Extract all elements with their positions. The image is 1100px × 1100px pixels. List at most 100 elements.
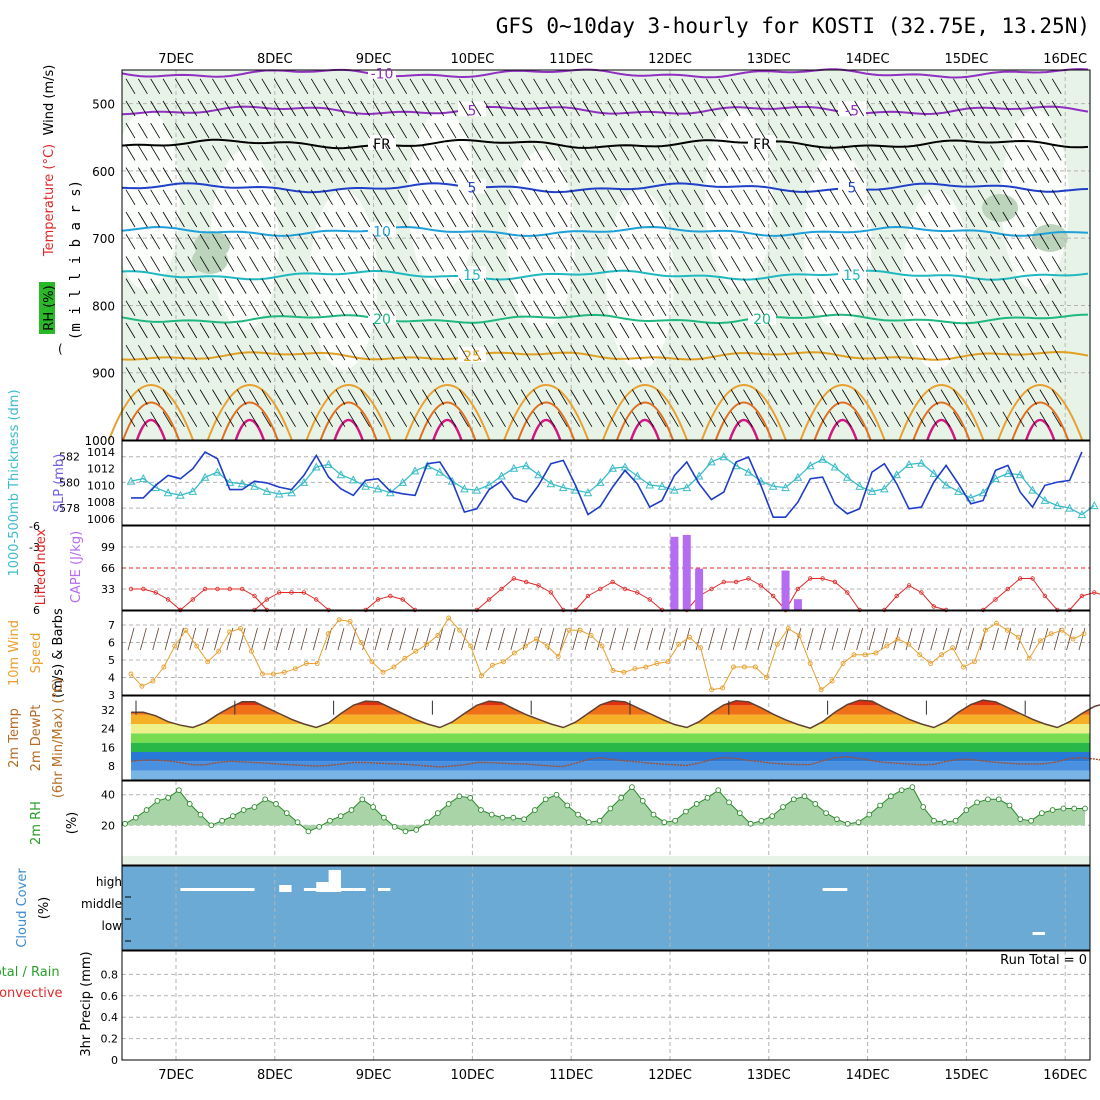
wind-barb: [335, 167, 346, 183]
wind-barb: [335, 78, 346, 95]
surface-wind-barb: [732, 627, 740, 651]
wind-barb: [1051, 145, 1062, 161]
temp-band: [131, 724, 1090, 734]
wind-barb: [545, 278, 556, 294]
wind-barb: [310, 78, 321, 95]
wind-barb: [804, 78, 815, 95]
rh-point: [607, 805, 614, 812]
wind-speed-point: [501, 659, 506, 665]
x-tick-label-bottom: 15DEC: [944, 1068, 988, 1083]
thickness-point: [348, 475, 358, 484]
cape-bar: [781, 570, 790, 610]
thickness-point: [361, 481, 370, 490]
wind-barb: [187, 189, 198, 206]
wind-barb: [273, 300, 284, 317]
wind-barb: [1039, 367, 1050, 383]
rh-tick-label: 40: [101, 789, 115, 802]
wind-barb: [1027, 389, 1037, 405]
thickness-point: [188, 486, 198, 495]
wind-barb: [1039, 389, 1050, 405]
wind-barb: [681, 100, 692, 117]
wind-barb: [891, 167, 902, 183]
thickness-point: [904, 459, 914, 468]
wind-barb: [236, 211, 247, 228]
wind-barb: [940, 411, 951, 428]
wind-barb: [533, 278, 543, 294]
wind-barb: [817, 234, 827, 250]
x-tick-label-bottom: 14DEC: [846, 1068, 890, 1083]
wind-barb: [533, 345, 543, 361]
wind-barb: [187, 367, 198, 383]
lifted-index-point: [598, 586, 603, 592]
cape-tick-label: 33: [101, 583, 115, 596]
rh-point: [866, 811, 873, 818]
wind-barb: [347, 100, 358, 117]
wind-barb: [249, 167, 259, 183]
wind-barb: [422, 100, 432, 117]
wind-barb: [693, 389, 704, 405]
wind-barb: [212, 389, 222, 405]
wind-barb: [162, 145, 173, 161]
wind-barb: [903, 123, 914, 139]
wind-barb: [310, 389, 321, 405]
wind-barb: [1051, 367, 1062, 383]
isotherm-30-bulge: [898, 384, 985, 441]
wind-barb: [459, 189, 469, 206]
wind-barb: [570, 300, 580, 317]
wind-barb: [520, 411, 531, 428]
wind-barb: [298, 211, 309, 228]
wind-barb: [1039, 211, 1050, 228]
wind-barb: [681, 345, 692, 361]
wind-barb: [286, 211, 296, 228]
pressure-tick-label: 500: [92, 98, 115, 112]
thickness-point: [509, 463, 519, 472]
wind-barb: [175, 367, 185, 383]
thickness-point: [336, 470, 346, 479]
temp-band: [131, 733, 1090, 743]
lifted-index-line: [884, 584, 947, 611]
wind-barb: [224, 78, 235, 95]
lifted-index-point: [919, 590, 924, 595]
wind-barb: [1039, 345, 1050, 361]
wind-barb: [743, 256, 753, 272]
wind-barb: [298, 145, 309, 161]
wind-barb: [323, 123, 333, 139]
wind-barb: [372, 123, 383, 139]
wind-barb: [335, 389, 346, 405]
wind-barb: [323, 389, 333, 405]
wind-barb: [829, 256, 840, 272]
wind-barb: [323, 100, 333, 117]
pressure-tick-label: 800: [92, 299, 115, 313]
wind-barb: [471, 234, 482, 250]
wind-barb: [347, 123, 358, 139]
wind-barb: [360, 211, 370, 228]
wind-barb: [212, 278, 222, 294]
wind-barb: [1027, 256, 1037, 272]
wind-barb: [496, 234, 506, 250]
wind-barb: [582, 389, 593, 405]
wind-barb: [706, 167, 716, 183]
wind-barb: [236, 322, 247, 339]
wind-barb: [298, 411, 309, 428]
wind-speed-point: [172, 643, 178, 649]
wind-barb: [459, 300, 469, 317]
cloud-gap: [279, 885, 292, 892]
wind-barb: [162, 100, 173, 117]
pressure-tick-label: 1000: [84, 434, 115, 448]
wind-speed-point: [1015, 634, 1021, 640]
wind-barb: [471, 389, 482, 405]
wind-barb: [286, 300, 296, 317]
wind-barb: [508, 123, 519, 139]
wind-barb: [792, 189, 803, 206]
lifted-index-point: [795, 586, 801, 592]
wind-barb: [891, 123, 902, 139]
wind-barb: [1051, 322, 1062, 339]
thickness-point: [497, 471, 506, 480]
rh-point: [165, 794, 171, 801]
temp-tick-label: 16: [101, 741, 115, 754]
wind-barb: [730, 189, 741, 206]
thickness-point: [558, 483, 568, 492]
wind-speed-point: [139, 683, 145, 689]
wind-barb: [372, 300, 383, 317]
isotherm-35-bulge: [714, 401, 773, 441]
